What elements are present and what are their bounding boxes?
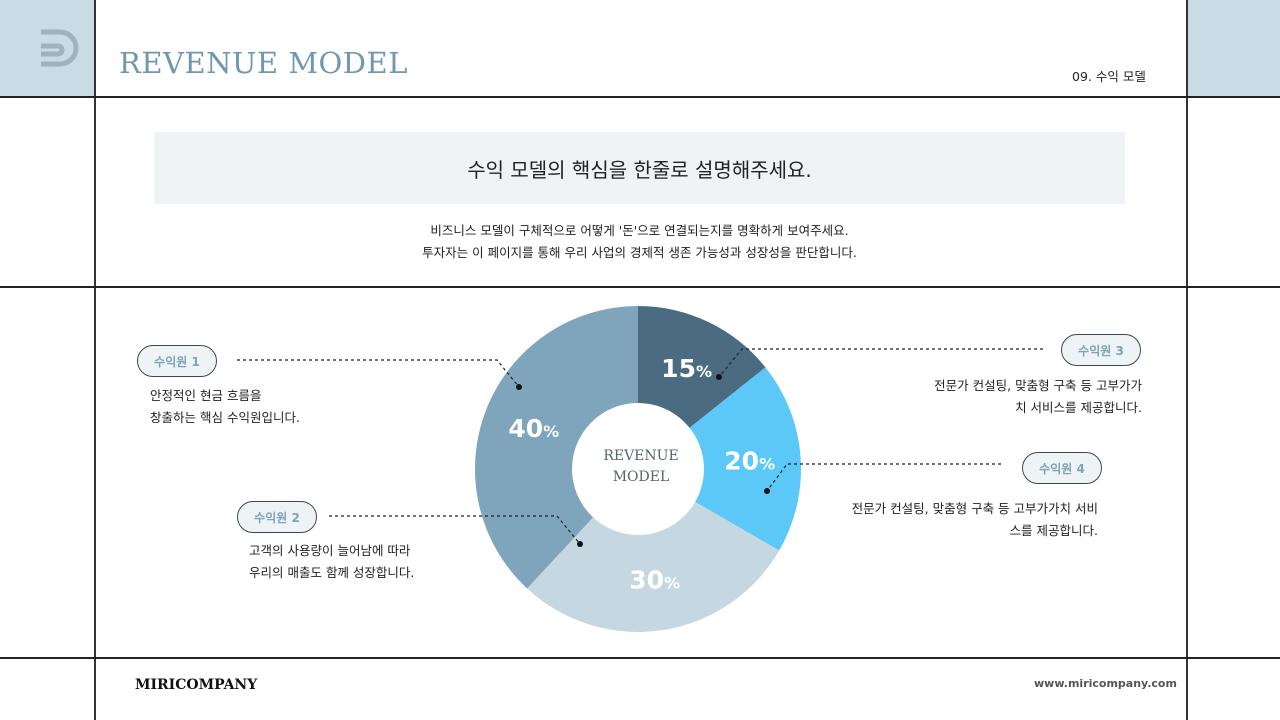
slice-30: [527, 469, 780, 632]
callout-line: [766, 463, 1001, 492]
callout-line: [237, 359, 520, 388]
source-1-badge: 수익원 1: [137, 345, 217, 377]
donut-hole: [572, 403, 704, 535]
page-label: 09. 수익 모델: [1072, 69, 1146, 84]
callout-dot: [764, 488, 770, 494]
callout-dot: [516, 384, 522, 390]
page-title: REVENUE MODEL: [119, 46, 408, 80]
divider: [94, 0, 96, 720]
source-4-badge: 수익원 4: [1022, 452, 1102, 484]
center-label: MODEL: [613, 469, 670, 485]
divider: [1186, 0, 1188, 720]
divider: [0, 286, 1280, 288]
source-3-badge: 수익원 3: [1061, 334, 1141, 366]
logo-icon: [41, 29, 79, 67]
source-4-desc: 전문가 컨설팅, 맞춤형 구축 등 고부가가치 서비 스를 제공합니다.: [851, 501, 1098, 538]
callout-dot: [716, 374, 722, 380]
source-3-desc: 전문가 컨설팅, 맞춤형 구축 등 고부가가 치 서비스를 제공합니다.: [934, 378, 1142, 415]
source-2-desc: 고객의 사용량이 늘어남에 따라 우리의 매출도 함께 성장합니다.: [249, 543, 415, 580]
source-2-badge: 수익원 2: [237, 501, 317, 533]
footer-company: MIRICOMPANY: [135, 677, 258, 693]
slice-label: 15%: [661, 354, 712, 383]
callout-line: [718, 348, 1043, 378]
top-right-block: [1187, 0, 1280, 96]
callout-line: [329, 515, 581, 545]
center-label: REVENUE: [603, 448, 678, 464]
slice-label: 20%: [724, 447, 775, 476]
intro-line: 투자자는 이 페이지를 통해 우리 사업의 경제적 생존 가능성과 성장성을 판…: [422, 245, 857, 260]
slice-label: 30%: [629, 566, 680, 595]
intro-text: 비즈니스 모델이 구체적으로 어떻게 '돈'으로 연결되는지를 명확하게 보여주…: [154, 220, 1125, 264]
divider: [0, 96, 1280, 98]
slice-20: [638, 367, 802, 551]
headline: 수익 모델의 핵심을 한줄로 설명해주세요.: [467, 157, 812, 182]
intro-line: 비즈니스 모델이 구체적으로 어떻게 '돈'으로 연결되는지를 명확하게 보여주…: [430, 223, 849, 238]
slice-40: [475, 306, 638, 589]
slice-label: 40%: [508, 414, 559, 443]
headline-box: 수익 모델의 핵심을 한줄로 설명해주세요.: [154, 132, 1125, 204]
divider: [0, 657, 1280, 659]
callout-dot: [577, 541, 583, 547]
footer-url[interactable]: www.miricompany.com: [1034, 677, 1177, 690]
source-1-desc: 안정적인 현금 흐름을 창출하는 핵심 수익원입니다.: [150, 388, 300, 425]
